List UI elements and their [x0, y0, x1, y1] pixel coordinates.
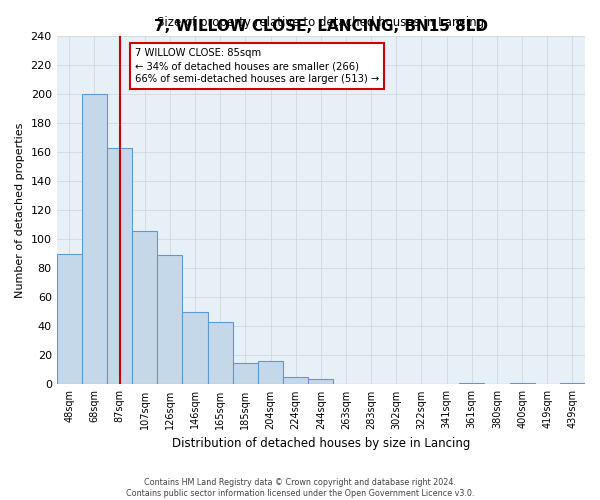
- Bar: [258, 361, 283, 384]
- Text: 7 WILLOW CLOSE: 85sqm
← 34% of detached houses are smaller (266)
66% of semi-det: 7 WILLOW CLOSE: 85sqm ← 34% of detached …: [134, 48, 379, 84]
- Bar: [107, 148, 132, 384]
- Text: Contains HM Land Registry data © Crown copyright and database right 2024.
Contai: Contains HM Land Registry data © Crown c…: [126, 478, 474, 498]
- Bar: [56, 254, 82, 384]
- Title: 7, WILLOW CLOSE, LANCING, BN15 8LD: 7, WILLOW CLOSE, LANCING, BN15 8LD: [154, 19, 488, 34]
- Text: Size of property relative to detached houses in Lancing: Size of property relative to detached ho…: [157, 16, 484, 29]
- Bar: [459, 383, 484, 384]
- Bar: [82, 94, 107, 385]
- Y-axis label: Number of detached properties: Number of detached properties: [15, 123, 25, 298]
- Bar: [283, 377, 308, 384]
- X-axis label: Distribution of detached houses by size in Lancing: Distribution of detached houses by size …: [172, 437, 470, 450]
- Bar: [182, 312, 208, 384]
- Bar: [233, 362, 258, 384]
- Bar: [208, 322, 233, 384]
- Bar: [308, 378, 334, 384]
- Bar: [509, 383, 535, 384]
- Bar: [157, 256, 182, 384]
- Bar: [132, 230, 157, 384]
- Bar: [560, 383, 585, 384]
